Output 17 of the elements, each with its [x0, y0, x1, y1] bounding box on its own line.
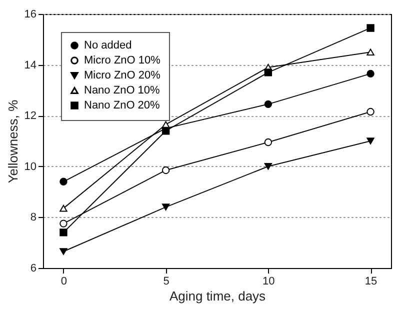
legend-label: No added — [84, 40, 132, 52]
y-tick-label: 8 — [30, 212, 36, 224]
legend-label: Micro ZnO 10% — [84, 54, 161, 66]
x-tick-label: 5 — [163, 276, 170, 288]
y-tick-label: 16 — [24, 8, 36, 20]
y-axis-title: Yellowness, % — [5, 99, 20, 184]
y-tick-label: 10 — [24, 160, 36, 173]
x-tick-label: 15 — [364, 276, 378, 288]
y-tick-label: 6 — [30, 262, 36, 274]
y-tick-label: 12 — [24, 110, 36, 122]
x-tick-label: 10 — [262, 276, 275, 288]
x-axis-title: Aging time, days — [169, 288, 266, 304]
x-tick-label: 0 — [60, 276, 68, 288]
legend-label: Nano ZnO 10% — [84, 84, 160, 96]
legend-label: Micro ZnO 20% — [84, 70, 161, 82]
y-tick-label: 14 — [24, 59, 36, 72]
legend-label: Nano ZnO 20% — [84, 100, 160, 112]
